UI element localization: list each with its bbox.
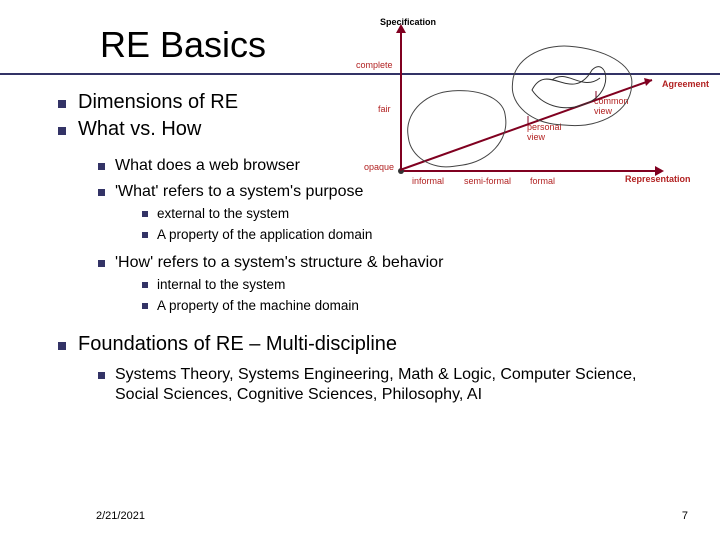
square-bullet-icon	[58, 100, 66, 108]
square-bullet-icon	[142, 303, 148, 309]
bullet-machine-domain: A property of the machine domain	[142, 297, 680, 315]
square-bullet-icon	[142, 232, 148, 238]
arrowhead-agreement-icon	[644, 78, 652, 86]
bullet-web-browser: What does a web browser	[98, 156, 680, 176]
bullet-what-vs-how: What vs. How	[58, 117, 680, 142]
bullet-external: external to the system	[142, 205, 680, 223]
bullet-dimensions: Dimensions of RE	[58, 90, 680, 115]
square-bullet-icon	[58, 342, 66, 350]
bullet-how-structure: 'How' refers to a system's structure & b…	[98, 253, 680, 273]
square-bullet-icon	[142, 282, 148, 288]
square-bullet-icon	[58, 127, 66, 135]
square-bullet-icon	[98, 163, 105, 170]
square-bullet-icon	[98, 189, 105, 196]
slide-title: RE Basics	[100, 24, 266, 66]
bullet-foundations: Foundations of RE – Multi-discipline	[58, 332, 680, 357]
square-bullet-icon	[98, 372, 105, 379]
footer-page-number: 7	[682, 510, 688, 522]
bullet-disciplines: Systems Theory, Systems Engineering, Mat…	[98, 365, 680, 405]
content-area: Dimensions of RE What vs. How What does …	[58, 90, 680, 405]
footer-date: 2/21/2021	[96, 510, 145, 522]
bullet-app-domain: A property of the application domain	[142, 226, 680, 244]
slide: RE Basics Specification Agreement Repres…	[0, 0, 720, 540]
square-bullet-icon	[142, 211, 148, 217]
y-tick-complete: complete	[356, 60, 393, 70]
square-bullet-icon	[98, 260, 105, 267]
bullet-what-purpose: 'What' refers to a system's purpose	[98, 182, 680, 202]
bullet-internal: internal to the system	[142, 276, 680, 294]
